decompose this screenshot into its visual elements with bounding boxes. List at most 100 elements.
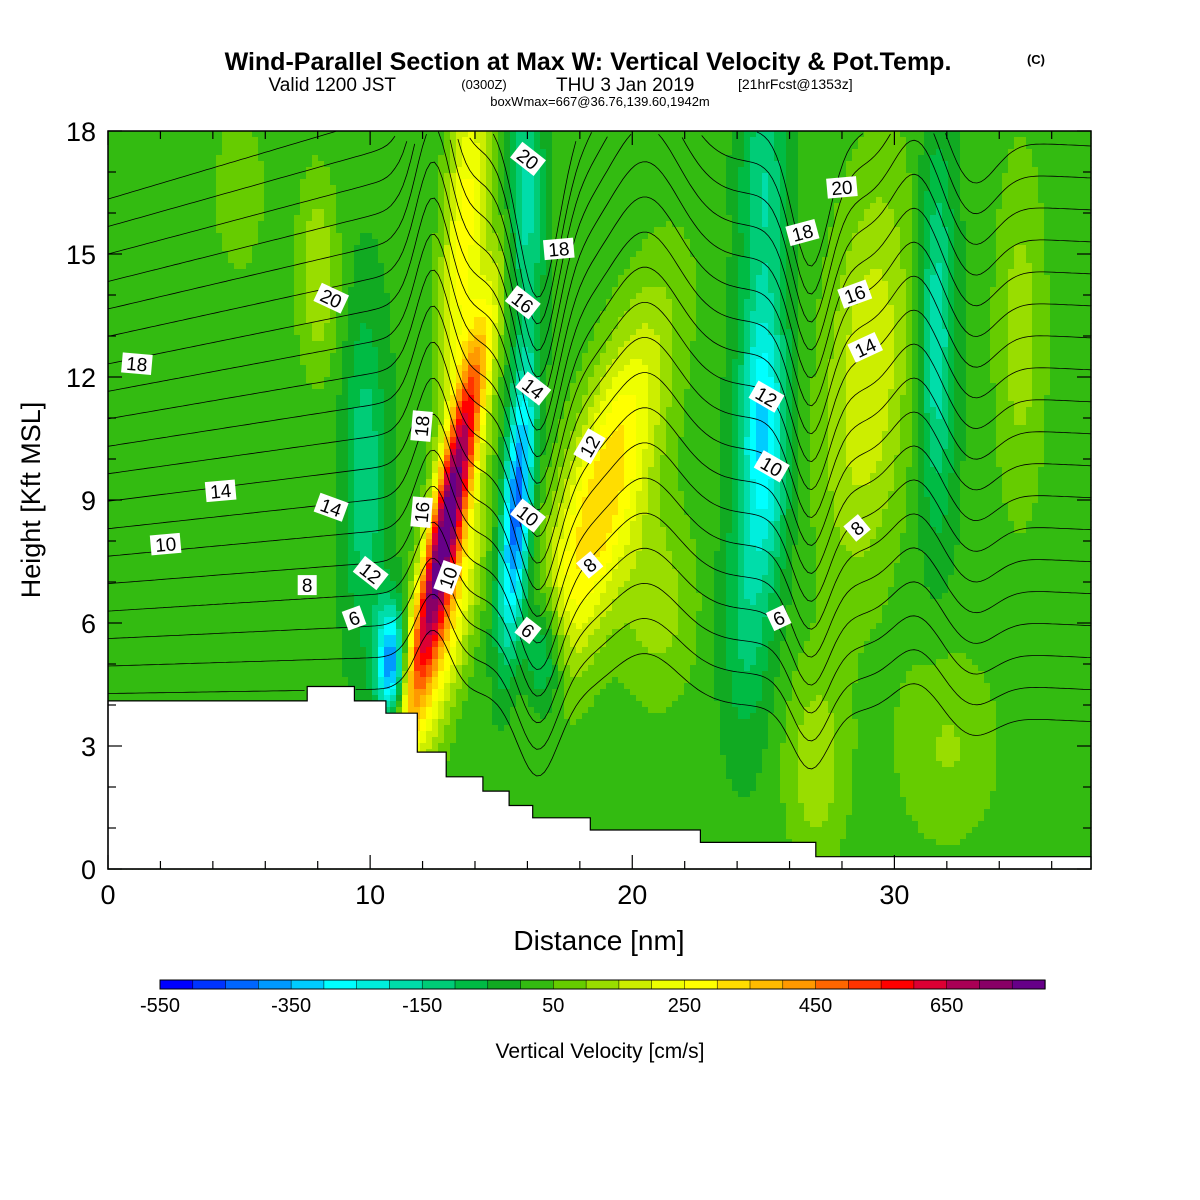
colorbar-swatch [716, 979, 751, 990]
contour-label-text: 18 [547, 239, 570, 262]
colorbar-swatch [815, 979, 850, 990]
colorbar-swatch [946, 979, 981, 990]
theta-contour-line [107, 130, 1092, 298]
valid-date: THU 3 Jan 2019 [556, 75, 694, 96]
y-tick-label: 18 [66, 117, 96, 147]
x-axis-label: Distance [nm] [513, 925, 684, 956]
contour-label-text: 16 [412, 501, 435, 524]
contour-label: 6 [765, 604, 792, 631]
colorbar-swatch [225, 979, 260, 990]
x-tick-label: 10 [355, 880, 385, 910]
x-tick-label: 20 [617, 880, 647, 910]
contour-label-text: 14 [209, 481, 232, 504]
contour-label: 18 [121, 352, 153, 377]
colorbar-swatch [323, 979, 358, 990]
theta-contour-line [107, 197, 1092, 458]
contour-label-text: 8 [302, 576, 313, 597]
valid-utc: (0300Z) [461, 77, 507, 92]
x-tick-label: 30 [879, 880, 909, 910]
colorbar-swatch [651, 979, 686, 990]
y-tick-label: 0 [81, 855, 96, 885]
colorbar-swatch [782, 979, 817, 990]
colorbar-swatch [1011, 979, 1046, 990]
theta-contour-line [107, 341, 1092, 564]
theta-contour-line [107, 377, 1092, 591]
terrain-mask [107, 685, 1092, 870]
valid-time: Valid 1200 JST [269, 75, 397, 96]
colorbar-swatch [684, 979, 718, 990]
colorbar-swatch [487, 979, 522, 990]
colorbar-swatch [421, 979, 456, 990]
colorbar-tick-label: 650 [930, 995, 963, 1017]
contour-label: 18 [542, 237, 575, 262]
colorbar-swatch [520, 979, 555, 990]
colorbar-swatch [258, 979, 292, 990]
contour-label: 10 [149, 532, 182, 557]
forecast-info: [21hrFcst@1353z] [738, 76, 853, 92]
colorbar-swatch [159, 979, 194, 990]
contour-label: 6 [341, 605, 367, 631]
y-tick-label: 15 [66, 240, 96, 270]
y-tick-label: 9 [81, 486, 96, 516]
colorbar-tick-label: 50 [542, 995, 564, 1017]
theta-contour-line [107, 136, 1092, 351]
colorbar-tick-label: -550 [140, 995, 180, 1017]
y-tick-label: 3 [81, 732, 96, 762]
colorbar-swatch [356, 979, 391, 990]
contour-label: 14 [204, 479, 237, 504]
theta-contour-line [107, 233, 1092, 484]
copyright-mark: (C) [1027, 52, 1045, 67]
contour-label-text: 10 [154, 534, 177, 557]
contour-label: 20 [826, 176, 858, 201]
colorbar-tick-label: 250 [668, 995, 701, 1017]
theta-contour-line [108, 630, 1092, 777]
theta-contour-line [107, 161, 1092, 431]
contour-label: 8 [843, 514, 871, 542]
theta-contour-line [107, 133, 1092, 378]
theta-contour-line [107, 413, 1092, 617]
contour-label: 18 [785, 218, 820, 247]
colorbar-label: Vertical Velocity [cm/s] [496, 1040, 705, 1063]
colorbar-swatch [585, 979, 620, 990]
contour-label-text: 20 [831, 178, 854, 201]
colorbar-tick-label: -150 [402, 995, 442, 1017]
chart-title: Wind-Parallel Section at Max W: Vertical… [225, 48, 952, 76]
plot-area: 2018161412108620181614121086201814101412… [66, 117, 1092, 910]
box-max-info: boxWmax=667@36.76,139.60,1942m [490, 94, 710, 109]
colorbar-tick-label: 450 [799, 995, 832, 1017]
y-tick-label: 12 [66, 363, 96, 393]
colorbar-tick-label: -350 [271, 995, 311, 1017]
colorbar-swatch [913, 979, 948, 990]
colorbar-swatch [553, 979, 587, 990]
theta-contour-line [107, 557, 1092, 724]
colorbar-swatch [979, 979, 1013, 990]
colorbar-swatch [192, 979, 227, 990]
x-tick-label: 0 [100, 880, 115, 910]
colorbar-swatch [848, 979, 882, 990]
y-tick-label: 6 [81, 609, 96, 639]
theta-contour-line [107, 485, 1092, 670]
contour-label: 18 [410, 410, 435, 442]
contour-label: 8 [297, 575, 317, 597]
colorbar: -550 -350 -150 50 250 450 650 [140, 979, 1046, 1017]
colorbar-swatch [454, 979, 489, 990]
theta-contour-line [107, 521, 1092, 697]
colorbar-swatch [618, 979, 653, 990]
contour-label: 6 [514, 616, 542, 645]
contour-label-text: 18 [412, 415, 435, 438]
colorbar-swatch [880, 979, 915, 990]
contour-label-text: 18 [125, 354, 148, 377]
theta-contour-line [107, 593, 1092, 750]
theta-contour-line [107, 305, 1092, 537]
contour-label: 16 [410, 496, 435, 529]
theta-contour-line [107, 269, 1092, 511]
colorbar-swatch [749, 979, 784, 990]
theta-contour-line [107, 449, 1092, 644]
axes: 0 10 20 30 0 3 6 9 12 15 18 [66, 117, 1091, 910]
potential-temperature-contours [107, 130, 1092, 777]
y-axis-label: Height [Kft MSL] [16, 402, 46, 599]
colorbar-swatch [389, 979, 423, 990]
colorbar-swatch [290, 979, 325, 990]
contour-label: 8 [575, 551, 604, 579]
